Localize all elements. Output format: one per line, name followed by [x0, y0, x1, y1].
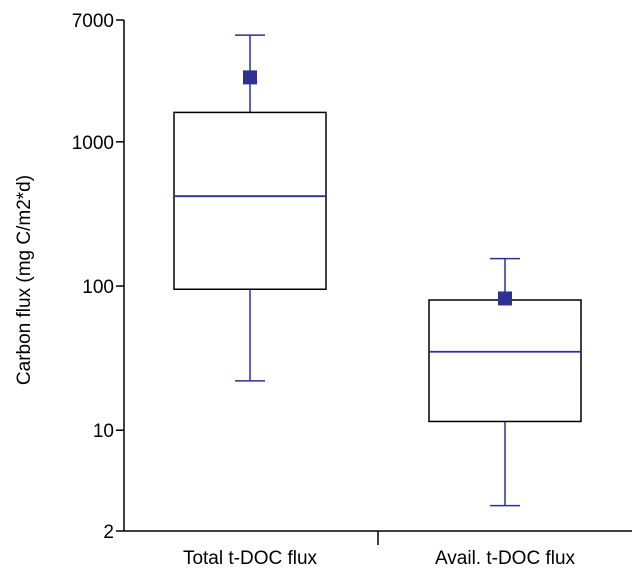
box-1 [428, 257, 582, 507]
y-tick-label-0: 7000 [72, 11, 114, 32]
y-tick-label-4: 2 [103, 522, 114, 543]
box-0 [173, 34, 327, 382]
boxes [173, 34, 582, 507]
axes [123, 20, 632, 532]
category-label-1: Avail. t-DOC flux [435, 548, 576, 569]
y-tick-label-3: 10 [93, 421, 114, 442]
box-rect-1 [428, 299, 582, 423]
mean-marker-1 [498, 291, 512, 306]
y-ticks: 7000 1000 100 10 2 [72, 11, 124, 543]
category-label-0: Total t-DOC flux [183, 548, 318, 569]
y-axis-label: Carbon flux (mg C/m2*d) [14, 175, 35, 385]
category-labels: Total t-DOC flux Avail. t-DOC flux [183, 531, 576, 569]
y-tick-label-2: 100 [82, 277, 114, 298]
box-rect-0 [173, 111, 327, 290]
y-tick-label-1: 1000 [72, 133, 114, 154]
mean-marker-0 [243, 70, 257, 85]
